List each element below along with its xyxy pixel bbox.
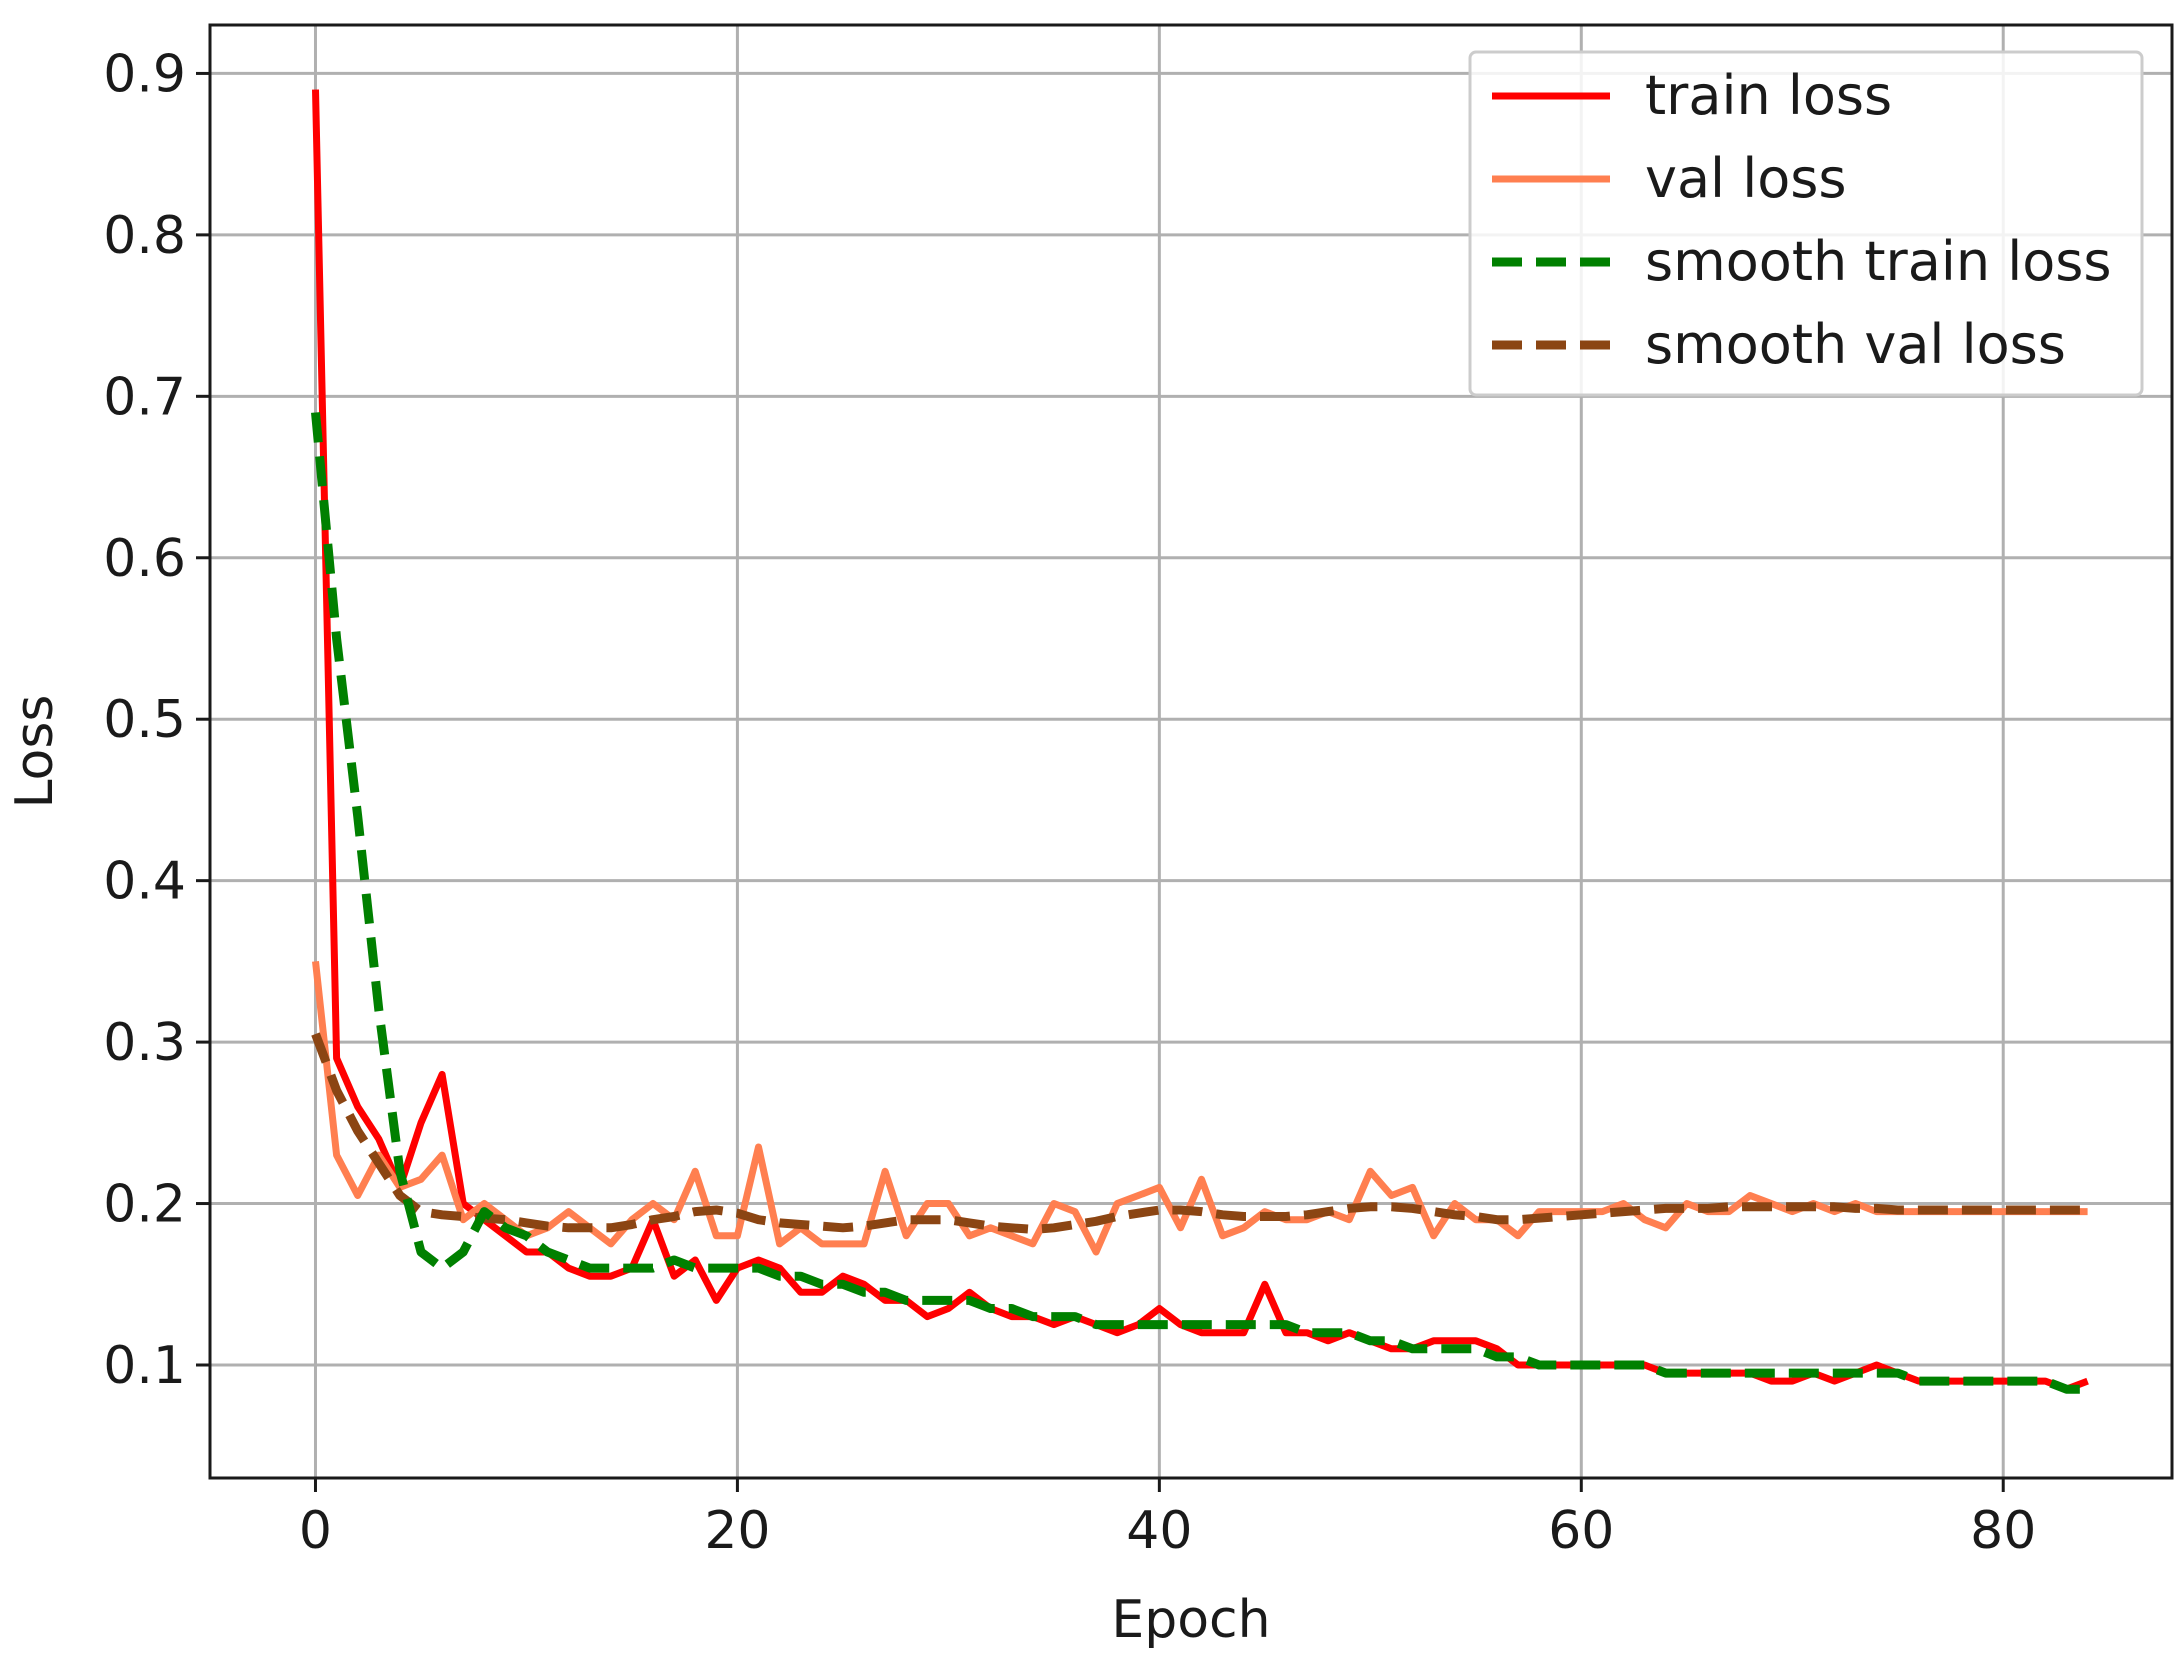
x-axis-label: Epoch: [1111, 1590, 1270, 1650]
legend-box: [1468, 50, 2144, 397]
y-tick-label: 0.8: [103, 206, 186, 266]
y-tick-label: 0.7: [103, 367, 186, 427]
y-tick-label: 0.2: [103, 1175, 186, 1235]
series-line-val-loss: [312, 961, 2088, 1256]
x-tick-label: 80: [1970, 1501, 2036, 1561]
series-line-smooth-val-loss: [311, 1032, 2088, 1234]
y-tick-label: 0.6: [103, 529, 186, 589]
y-tick-label: 0.4: [103, 852, 186, 912]
y-tick-label: 0.5: [103, 690, 186, 750]
series-layer: [311, 89, 2089, 1394]
ticks: 0 20 40 60 80 0.1 0.2 0.3 0.4 0.5 0.6 0.7 0.8 0.9: [103, 44, 2036, 1561]
y-axis-label: Loss: [5, 694, 65, 808]
legend-label: val loss: [1645, 147, 1847, 210]
grid: [210, 25, 2172, 1478]
legend: train loss val loss smooth train loss smoot…: [1468, 50, 2144, 397]
legend-label: smooth train loss: [1645, 230, 2112, 293]
y-tick-label: 0.9: [103, 44, 186, 104]
y-tick-label: 0.1: [103, 1336, 186, 1396]
series-line-smooth-train-loss: [311, 412, 2088, 1394]
x-tick-label: 0: [299, 1501, 332, 1561]
series-line-train-loss: [312, 89, 2089, 1393]
x-tick-label: 40: [1126, 1501, 1192, 1561]
x-tick-label: 20: [704, 1501, 770, 1561]
legend-label: smooth val loss: [1645, 313, 2066, 376]
x-tick-label: 60: [1548, 1501, 1614, 1561]
y-tick-label: 0.3: [103, 1013, 186, 1073]
legend-label: train loss: [1645, 64, 1892, 127]
plot-frame: [208, 23, 2174, 1480]
